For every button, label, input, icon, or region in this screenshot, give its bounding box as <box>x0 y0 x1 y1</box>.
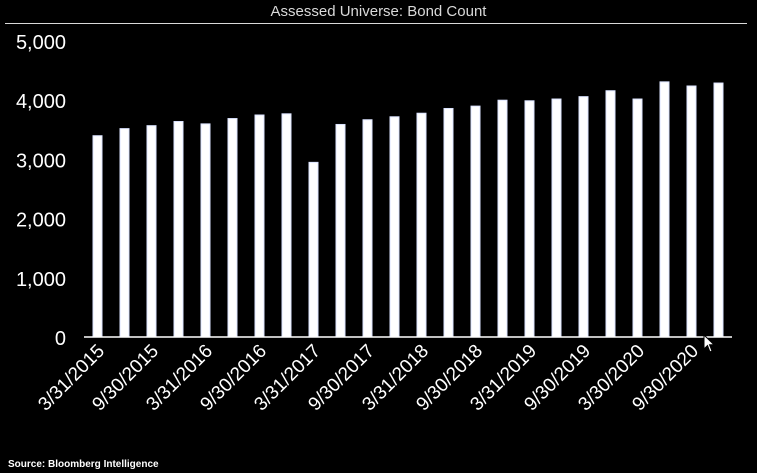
bar <box>200 123 211 338</box>
bar <box>119 128 130 338</box>
bar <box>362 119 373 338</box>
bar <box>551 98 562 338</box>
chart-title: Assessed Universe: Bond Count <box>270 3 487 20</box>
y-tick-label: 2,000 <box>16 210 66 232</box>
bar <box>443 107 454 338</box>
title-divider <box>5 23 747 24</box>
y-tick-label: 5,000 <box>16 32 66 54</box>
bar <box>524 100 535 338</box>
mouse-cursor-icon <box>703 334 716 353</box>
bar <box>659 81 670 338</box>
bar <box>335 123 346 338</box>
bars <box>92 81 724 338</box>
bar <box>416 112 427 338</box>
bar <box>254 114 265 338</box>
bar <box>146 125 157 338</box>
bar <box>497 99 508 338</box>
y-tick-label: 3,000 <box>16 150 66 172</box>
x-axis-labels: 3/31/20159/30/20153/31/20169/30/20163/31… <box>34 341 703 416</box>
y-tick-label: 1,000 <box>16 269 66 291</box>
bar <box>92 135 103 338</box>
bar <box>713 82 724 338</box>
y-tick-label: 0 <box>55 328 66 350</box>
bar <box>308 161 319 338</box>
y-axis-labels: 0 1,000 2,000 3,000 4,000 5,000 <box>16 32 66 350</box>
bar <box>686 85 697 338</box>
bar <box>632 98 643 338</box>
bar <box>281 113 292 338</box>
bar <box>173 121 184 338</box>
bar <box>470 105 481 338</box>
bar <box>389 116 400 338</box>
bar <box>578 96 589 338</box>
source-note: Source: Bloomberg Intelligence <box>8 459 159 470</box>
y-tick-label: 4,000 <box>16 91 66 113</box>
bar <box>605 90 616 338</box>
bar <box>227 118 238 338</box>
